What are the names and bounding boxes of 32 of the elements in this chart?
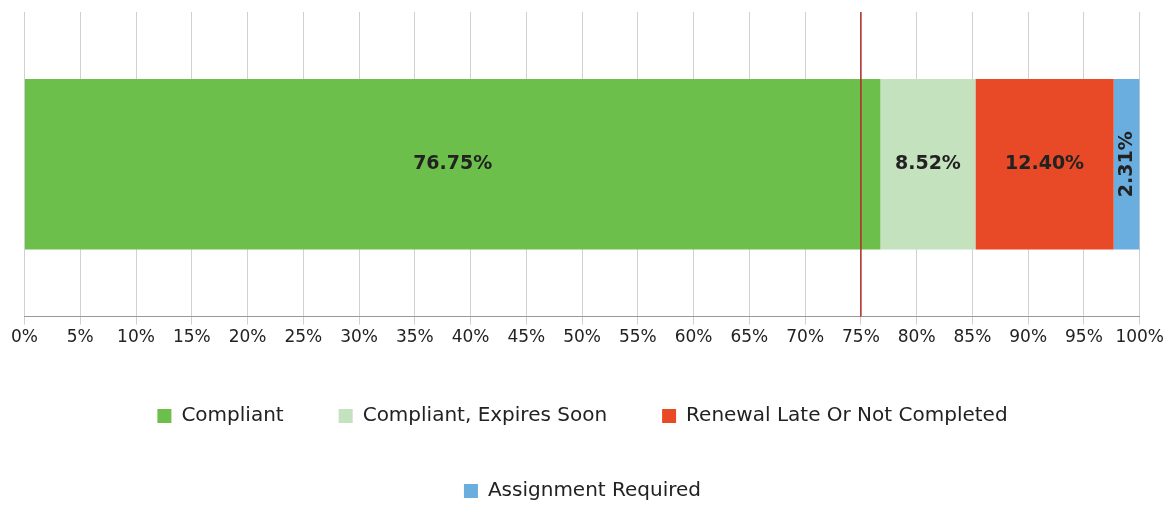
x-tick-label: 80% — [897, 326, 936, 347]
x-tick-label: 75% — [842, 326, 880, 347]
bar — [880, 79, 976, 250]
x-tick-label: 85% — [953, 326, 992, 347]
bar — [975, 79, 1114, 250]
x-tick-label: 55% — [618, 326, 657, 347]
x-tick-label: 5% — [66, 326, 94, 347]
legend-label: Renewal Late Or Not Completed — [686, 402, 1008, 427]
x-tick-label: 10% — [117, 326, 155, 347]
legend-label: Compliant — [181, 402, 284, 427]
x-tick-label: 20% — [228, 326, 267, 347]
text: 76.75% — [413, 151, 493, 174]
bar — [24, 79, 881, 250]
x-tick-label: 40% — [451, 326, 490, 347]
legend-label: Assignment Required — [487, 477, 702, 502]
x-tick-label: 45% — [507, 326, 546, 347]
x-tick-label: 30% — [340, 326, 378, 347]
x-tick-label: 65% — [730, 326, 769, 347]
x-tick-label: 70% — [786, 326, 825, 347]
x-tick-label: 60% — [674, 326, 713, 347]
text: 8.52% — [894, 151, 961, 174]
x-tick-label: 95% — [1065, 326, 1103, 347]
x-tick-label: 0% — [10, 326, 38, 347]
text: 12.40% — [1005, 151, 1085, 174]
x-tick-label: 25% — [284, 326, 323, 347]
text: 2.31% — [1113, 131, 1136, 198]
x-tick-label: 90% — [1009, 326, 1048, 347]
legend-label: Compliant, Expires Soon — [362, 402, 608, 427]
x-tick-label: 100% — [1115, 326, 1164, 347]
x-tick-label: 15% — [172, 326, 211, 347]
x-tick-label: 35% — [395, 326, 434, 347]
x-tick-label: 50% — [563, 326, 601, 347]
